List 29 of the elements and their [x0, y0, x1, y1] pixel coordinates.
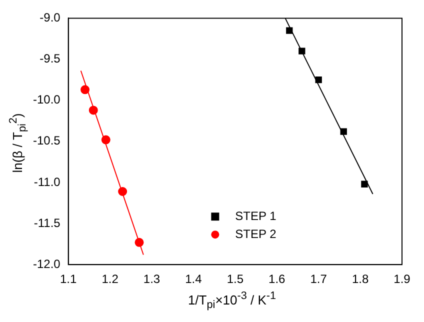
point: [286, 27, 293, 34]
point: [134, 238, 144, 247]
x-tick-label: 1.5: [226, 272, 244, 286]
point: [88, 106, 98, 115]
point: [298, 48, 306, 54]
y-tick-label: -9.5: [40, 52, 61, 66]
x-tick-label: 1.6: [268, 272, 286, 286]
point: [80, 85, 90, 94]
x-tick-label: 1.3: [143, 272, 160, 286]
y-tick-label: -10.5: [32, 134, 61, 148]
point: [315, 76, 322, 84]
y-tick-label: -11.0: [34, 174, 61, 189]
x-tick-label: 1.7: [310, 272, 328, 286]
y-tick-label: -10.0: [32, 92, 61, 107]
x-tick-label: 1.8: [352, 272, 369, 286]
point: [101, 135, 110, 144]
point: [118, 187, 128, 196]
x-tick-label: 1.1: [60, 272, 78, 286]
y-tick-label: -9.0: [40, 10, 61, 25]
x-tick-label: 1.4: [185, 272, 202, 286]
y-tick-label: -11.5: [34, 216, 61, 230]
x-axis-title: 1/T$_{pi}$×10$^{-3}$ / K$^{-1}$: [186, 290, 278, 311]
legend-label: STEP 2: [235, 226, 277, 241]
point: [340, 128, 347, 135]
y-tick-label: -12.0: [32, 256, 61, 271]
x-tick-label: 1.2: [102, 272, 119, 286]
legend-label: STEP 1: [235, 208, 277, 223]
point: [361, 180, 368, 188]
x-tick-label: 1.9: [394, 272, 411, 286]
